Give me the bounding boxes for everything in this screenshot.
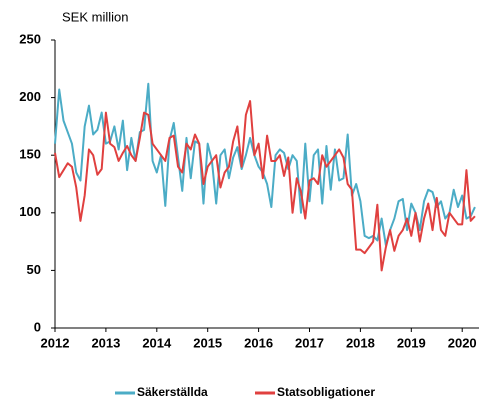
x-tick-label: 2014 — [142, 335, 172, 350]
y-tick-label: 0 — [34, 319, 41, 334]
y-tick-label: 250 — [19, 31, 41, 46]
legend-label: Statsobligationer — [277, 385, 375, 399]
x-tick-label: 2017 — [295, 335, 324, 350]
series-line — [54, 82, 476, 247]
x-tick-label: 2012 — [41, 335, 70, 350]
x-tick-label: 2013 — [91, 335, 120, 350]
x-tick-label: 2019 — [397, 335, 426, 350]
series-line — [54, 100, 476, 272]
y-tick-label: 100 — [19, 204, 41, 219]
y-tick-label: 200 — [19, 89, 41, 104]
x-tick-label: 2018 — [346, 335, 375, 350]
x-tick-label: 2016 — [244, 335, 273, 350]
x-tick-label: 2020 — [448, 335, 477, 350]
y-tick-label: 50 — [27, 262, 41, 277]
legend-label: Säkerställda — [137, 385, 208, 399]
y-axis-label: SEK million — [62, 9, 128, 24]
y-tick-label: 150 — [19, 147, 41, 162]
x-tick-label: 2015 — [193, 335, 222, 350]
